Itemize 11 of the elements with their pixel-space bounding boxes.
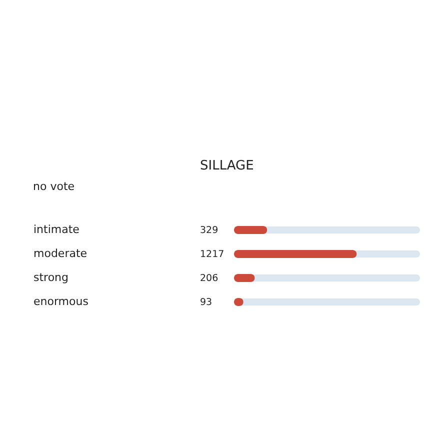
y-tick-label: strong — [34, 271, 69, 284]
chart-title: SILLAGE — [200, 158, 254, 174]
y-tick-label: intimate — [34, 223, 80, 236]
data-label: 1217 — [200, 249, 224, 260]
data-label: 206 — [200, 273, 218, 284]
data-label: 329 — [200, 225, 218, 236]
text: no vote — [33, 180, 75, 193]
y-tick-label: moderate — [34, 247, 88, 260]
bar — [234, 226, 268, 234]
y-tick-label: enormous — [34, 295, 89, 308]
data-label: 93 — [200, 297, 212, 308]
